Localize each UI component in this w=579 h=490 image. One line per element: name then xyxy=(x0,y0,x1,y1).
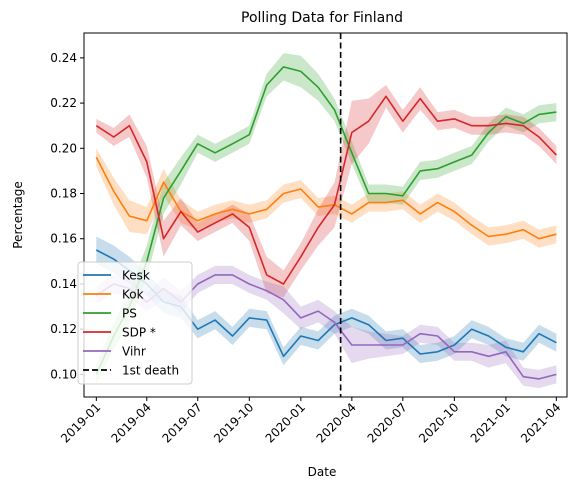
y-tick-label: 0.24 xyxy=(50,51,77,65)
y-tick-label: 0.10 xyxy=(50,367,77,381)
x-axis-label: Date xyxy=(308,465,337,479)
band-kok xyxy=(96,148,557,248)
x-tick-label: 2021-04 xyxy=(518,400,563,445)
confidence-bands xyxy=(96,53,557,388)
band-vihr xyxy=(96,265,557,388)
x-tick-label: 2019-04 xyxy=(109,400,154,445)
x-tick-label: 2020-04 xyxy=(314,400,359,445)
x-axis-ticks: 2019-01 2019-04 2019-07 2019-10 2020-01 2020-… xyxy=(58,397,563,446)
line-kok xyxy=(95,156,557,240)
plot-area-frame xyxy=(83,32,568,398)
chart-title: Polling Data for Finland xyxy=(241,10,403,26)
line-sdp xyxy=(95,95,557,285)
x-tick-label: 2021-01 xyxy=(468,400,513,445)
y-tick-label: 0.22 xyxy=(50,96,77,110)
y-tick-label: 0.20 xyxy=(50,141,77,155)
y-tick-label: 0.12 xyxy=(50,322,77,336)
y-axis-label: Percentage xyxy=(11,181,25,249)
x-tick-label: 2019-07 xyxy=(160,400,205,445)
band-kesk xyxy=(96,236,557,366)
x-tick-label: 2020-07 xyxy=(365,400,410,445)
x-tick-label: 2019-01 xyxy=(58,400,103,445)
y-tick-label: 0.18 xyxy=(50,187,77,201)
x-tick-label: 2020-01 xyxy=(263,400,308,445)
legend-label: 1st death xyxy=(122,364,179,378)
y-tick-label: 0.14 xyxy=(50,277,77,291)
line-ps xyxy=(95,66,557,375)
series-lines xyxy=(95,66,557,380)
legend: Kesk Kok PS SDP * Vihr 1st death xyxy=(77,261,193,385)
x-tick-label: 2020-10 xyxy=(416,400,461,445)
legend-label: Vihr xyxy=(122,345,146,359)
legend-label: PS xyxy=(122,307,137,321)
y-tick-label: 0.16 xyxy=(50,232,77,246)
legend-label: Kesk xyxy=(122,269,150,283)
x-tick-label: 2019-10 xyxy=(211,400,256,445)
legend-label: SDP * xyxy=(122,326,156,340)
legend-box xyxy=(77,261,193,385)
legend-label: Kok xyxy=(122,288,144,302)
y-axis-ticks: 0.10 0.12 0.14 0.16 0.18 0.20 0.22 0.24 xyxy=(50,51,84,381)
